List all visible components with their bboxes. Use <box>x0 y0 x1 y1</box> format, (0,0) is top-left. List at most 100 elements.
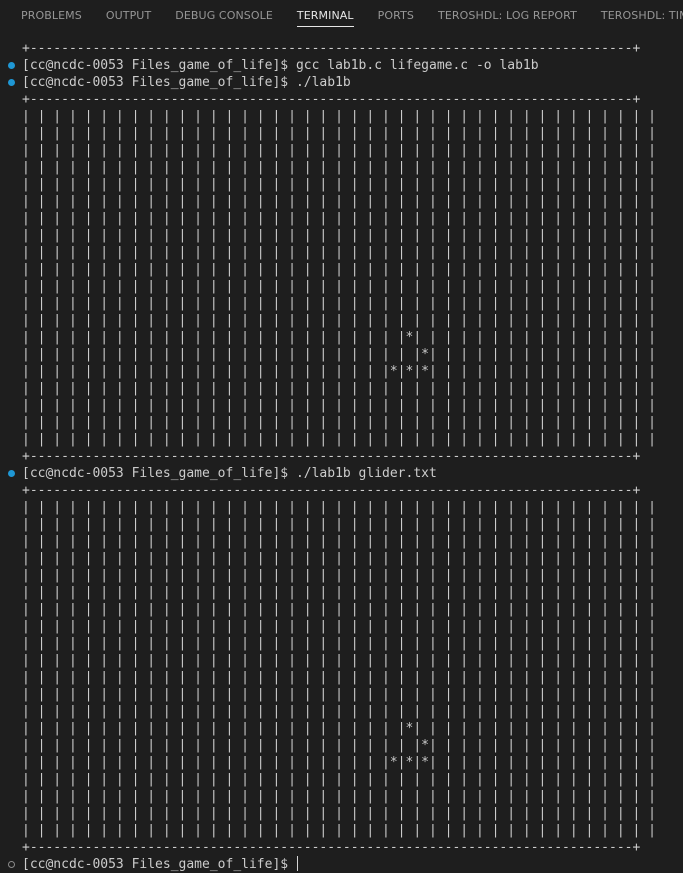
command-line: [cc@ncdc-0053 Files_game_of_life]$ ./lab… <box>0 465 683 482</box>
board-row: | | | | | | | | | | | | | | | | | | | | … <box>0 431 683 448</box>
board-row: | | | | | | | | | | | | | | | | | | | | … <box>0 261 683 278</box>
command-pending-icon[interactable] <box>8 861 15 868</box>
shell-prompt: [cc@ncdc-0053 Files_game_of_life]$ <box>22 58 289 73</box>
board-row: | | | | | | | | | | | | | | | | | | | | … <box>0 822 683 839</box>
tab-problems[interactable]: PROBLEMS <box>21 9 82 22</box>
board-row: | | | | | | | | | | | | | | | | | | | | … <box>0 550 683 567</box>
board-row-text: | | | | | | | | | | | | | | | | | | | | … <box>22 279 656 294</box>
board-row: | | | | | | | | | | | | | | | | | | | | … <box>0 176 683 193</box>
board-row: | | | | | | | | | | | | | | | | | | | | … <box>0 584 683 601</box>
board-row-text: | | | | | | | | | | | | | | | | | | | | … <box>22 602 656 617</box>
board-row-text: | | | | | | | | | | | | | | | | | | | | … <box>22 789 656 804</box>
command-success-icon[interactable] <box>8 79 15 86</box>
command-success-icon[interactable] <box>8 62 15 69</box>
board-row: | | | | | | | | | | | | | | | | | | | | … <box>0 516 683 533</box>
board-row-text: | | | | | | | | | | | | | | | | | | | | … <box>22 806 656 821</box>
board-row: | | | | | | | | | | | | | | | | | | | | … <box>0 363 683 380</box>
board-row: | | | | | | | | | | | | | | | | | | | | … <box>0 227 683 244</box>
board-row-text: | | | | | | | | | | | | | | | | | | | | … <box>22 381 656 396</box>
board-row: | | | | | | | | | | | | | | | | | | | | … <box>0 244 683 261</box>
board-border-text: +---------------------------------------… <box>22 449 641 464</box>
board-row: | | | | | | | | | | | | | | | | | | | | … <box>0 703 683 720</box>
board-row-text: | | | | | | | | | | | | | | | | | | | | … <box>22 109 656 124</box>
board-row-text: | | | | | | | | | | | | | | | | | | | | … <box>22 755 656 770</box>
board-row: | | | | | | | | | | | | | | | | | | | | … <box>0 142 683 159</box>
shell-command: ./lab1b <box>295 75 351 90</box>
tab-ports[interactable]: PORTS <box>377 9 414 22</box>
shell-command: ./lab1b glider.txt <box>295 466 437 481</box>
board-row-text: | | | | | | | | | | | | | | | | | | | | … <box>22 721 656 736</box>
board-row-text: | | | | | | | | | | | | | | | | | | | | … <box>22 551 656 566</box>
board-row-text: | | | | | | | | | | | | | | | | | | | | … <box>22 415 656 430</box>
board-row: | | | | | | | | | | | | | | | | | | | | … <box>0 125 683 142</box>
board-row: | | | | | | | | | | | | | | | | | | | | … <box>0 788 683 805</box>
board-row-text: | | | | | | | | | | | | | | | | | | | | … <box>22 534 656 549</box>
board-row: | | | | | | | | | | | | | | | | | | | | … <box>0 414 683 431</box>
board-row-text: | | | | | | | | | | | | | | | | | | | | … <box>22 296 656 311</box>
board-row-text: | | | | | | | | | | | | | | | | | | | | … <box>22 364 656 379</box>
tab-teroshdl-timing[interactable]: TEROSHDL: TIMING <box>600 9 683 22</box>
shell-prompt: [cc@ncdc-0053 Files_game_of_life]$ <box>22 857 289 872</box>
board-border: +---------------------------------------… <box>0 91 683 108</box>
board-border: +---------------------------------------… <box>0 482 683 499</box>
board-border-text: +---------------------------------------… <box>22 840 641 855</box>
board-row-text: | | | | | | | | | | | | | | | | | | | | … <box>22 347 656 362</box>
board-row: | | | | | | | | | | | | | | | | | | | | … <box>0 669 683 686</box>
board-row-text: | | | | | | | | | | | | | | | | | | | | … <box>22 517 656 532</box>
board-row: | | | | | | | | | | | | | | | | | | | | … <box>0 635 683 652</box>
board-row-text: | | | | | | | | | | | | | | | | | | | | … <box>22 194 656 209</box>
board-row: | | | | | | | | | | | | | | | | | | | | … <box>0 210 683 227</box>
command-success-icon[interactable] <box>8 470 15 477</box>
command-line: [cc@ncdc-0053 Files_game_of_life]$ ./lab… <box>0 74 683 91</box>
board-row-text: | | | | | | | | | | | | | | | | | | | | … <box>22 228 656 243</box>
board-row: | | | | | | | | | | | | | | | | | | | | … <box>0 346 683 363</box>
board-row-text: | | | | | | | | | | | | | | | | | | | | … <box>22 619 656 634</box>
board-row: | | | | | | | | | | | | | | | | | | | | … <box>0 108 683 125</box>
terminal-output[interactable]: +---------------------------------------… <box>0 40 683 873</box>
board-row-text: | | | | | | | | | | | | | | | | | | | | … <box>22 500 656 515</box>
board-row-text: | | | | | | | | | | | | | | | | | | | | … <box>22 432 656 447</box>
board-row-text: | | | | | | | | | | | | | | | | | | | | … <box>22 670 656 685</box>
board-row: | | | | | | | | | | | | | | | | | | | | … <box>0 533 683 550</box>
board-row-text: | | | | | | | | | | | | | | | | | | | | … <box>22 704 656 719</box>
board-row-text: | | | | | | | | | | | | | | | | | | | | … <box>22 211 656 226</box>
board-row: | | | | | | | | | | | | | | | | | | | | … <box>0 397 683 414</box>
board-row: | | | | | | | | | | | | | | | | | | | | … <box>0 567 683 584</box>
board-row-text: | | | | | | | | | | | | | | | | | | | | … <box>22 398 656 413</box>
board-row: | | | | | | | | | | | | | | | | | | | | … <box>0 329 683 346</box>
board-row-text: | | | | | | | | | | | | | | | | | | | | … <box>22 177 656 192</box>
board-row: | | | | | | | | | | | | | | | | | | | | … <box>0 720 683 737</box>
board-row: | | | | | | | | | | | | | | | | | | | | … <box>0 312 683 329</box>
shell-command: gcc lab1b.c lifegame.c -o lab1b <box>295 58 539 73</box>
board-row: | | | | | | | | | | | | | | | | | | | | … <box>0 295 683 312</box>
board-row-text: | | | | | | | | | | | | | | | | | | | | … <box>22 262 656 277</box>
tab-debug-console[interactable]: DEBUG CONSOLE <box>175 9 273 22</box>
board-row-text: | | | | | | | | | | | | | | | | | | | | … <box>22 568 656 583</box>
tab-output[interactable]: OUTPUT <box>105 9 152 22</box>
board-row: | | | | | | | | | | | | | | | | | | | | … <box>0 601 683 618</box>
tab-teroshdl-log-report[interactable]: TEROSHDL: LOG REPORT <box>438 9 577 22</box>
board-row: | | | | | | | | | | | | | | | | | | | | … <box>0 159 683 176</box>
board-row-text: | | | | | | | | | | | | | | | | | | | | … <box>22 245 656 260</box>
board-row: | | | | | | | | | | | | | | | | | | | | … <box>0 278 683 295</box>
board-border: +---------------------------------------… <box>0 448 683 465</box>
tab-terminal[interactable]: TERMINAL <box>296 0 354 27</box>
command-line: [cc@ncdc-0053 Files_game_of_life]$ gcc l… <box>0 57 683 74</box>
shell-prompt: [cc@ncdc-0053 Files_game_of_life]$ <box>22 75 289 90</box>
board-row-text: | | | | | | | | | | | | | | | | | | | | … <box>22 687 656 702</box>
board-row-text: | | | | | | | | | | | | | | | | | | | | … <box>22 585 656 600</box>
board-row-text: | | | | | | | | | | | | | | | | | | | | … <box>22 313 656 328</box>
board-row-text: | | | | | | | | | | | | | | | | | | | | … <box>22 653 656 668</box>
board-row: | | | | | | | | | | | | | | | | | | | | … <box>0 754 683 771</box>
board-row: | | | | | | | | | | | | | | | | | | | | … <box>0 380 683 397</box>
board-row: | | | | | | | | | | | | | | | | | | | | … <box>0 771 683 788</box>
board-row: | | | | | | | | | | | | | | | | | | | | … <box>0 686 683 703</box>
board-row: | | | | | | | | | | | | | | | | | | | | … <box>0 193 683 210</box>
board-row-text: | | | | | | | | | | | | | | | | | | | | … <box>22 143 656 158</box>
board-row: | | | | | | | | | | | | | | | | | | | | … <box>0 805 683 822</box>
text-cursor <box>296 856 298 871</box>
board-border-text: +---------------------------------------… <box>22 92 641 107</box>
board-row: | | | | | | | | | | | | | | | | | | | | … <box>0 652 683 669</box>
board-row-text: | | | | | | | | | | | | | | | | | | | | … <box>22 772 656 787</box>
board-border: +---------------------------------------… <box>0 40 683 57</box>
